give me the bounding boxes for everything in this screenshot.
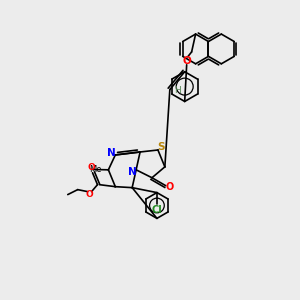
Text: O: O bbox=[166, 182, 174, 192]
Text: N: N bbox=[128, 167, 136, 177]
Text: O: O bbox=[88, 163, 95, 172]
Text: O: O bbox=[182, 56, 191, 66]
Text: S: S bbox=[157, 142, 165, 152]
Text: Cl: Cl bbox=[152, 206, 162, 215]
Text: H: H bbox=[174, 86, 181, 95]
Text: Me: Me bbox=[90, 165, 102, 174]
Text: N: N bbox=[107, 148, 116, 158]
Text: O: O bbox=[86, 190, 93, 199]
